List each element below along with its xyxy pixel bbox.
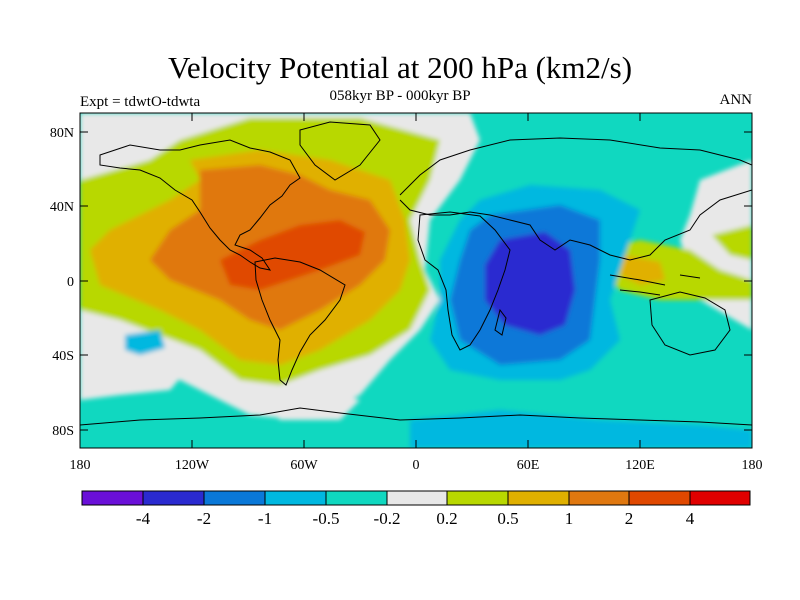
- field-pos-05-region-asia: [620, 255, 665, 285]
- y-tick-40n: 40N: [50, 200, 752, 215]
- y-tick-label: 40S: [52, 349, 74, 364]
- x-tick-120e: 120E: [625, 113, 655, 473]
- y-tick-label: 80N: [50, 126, 74, 141]
- y-tick-80n: 80N: [50, 126, 752, 141]
- coastline-madagascar: [494, 308, 507, 336]
- x-tick-60w: 60W: [290, 113, 318, 473]
- x-tick-label: 120E: [625, 458, 655, 473]
- coastline-south-america: [254, 257, 346, 386]
- colorbar-swatch-3: [265, 491, 326, 505]
- field-pos-2-region: [220, 220, 365, 290]
- y-tick-40s: 40S: [52, 349, 752, 364]
- x-tick-60e: 60E: [517, 113, 540, 473]
- field-pos-02-region-north-pacific: [712, 225, 752, 260]
- x-tick-label: 0: [413, 458, 420, 473]
- colorbar-label: 0.5: [497, 509, 518, 528]
- coastlines: [80, 121, 752, 426]
- x-tick-0: 0: [413, 113, 420, 473]
- colorbar-label: 2: [625, 509, 634, 528]
- y-tick-80s: 80S: [52, 424, 752, 439]
- x-tick-label: 60W: [290, 458, 318, 473]
- colorbar-swatch-7: [508, 491, 569, 505]
- y-tick-label: 0: [67, 275, 74, 290]
- colorbar-swatch-2: [204, 491, 265, 505]
- coastline-europe-asia: [399, 137, 752, 261]
- x-axis: 180 120W 60W 0 60E 120E 180: [70, 113, 763, 473]
- x-tick-label: 180: [742, 458, 763, 473]
- coastline-australia: [649, 291, 731, 356]
- chart-subtitle: 058kyr BP - 000kyr BP: [329, 88, 471, 104]
- colorbar-swatch-9: [629, 491, 690, 505]
- field-neg-05-region-sp: [125, 330, 165, 355]
- x-tick-label: 120W: [175, 458, 210, 473]
- field-neg-05-region-south: [410, 410, 752, 448]
- colorbar: -4 -2 -1 -0.5 -0.2 0.2 0.5 1 2 4: [81, 490, 751, 528]
- x-tick-120w: 120W: [175, 113, 210, 473]
- contour-field: [80, 113, 752, 448]
- field-pos-02-region-wpac: [600, 240, 752, 300]
- coastline-antarctica: [80, 407, 752, 426]
- y-tick-0: 0: [67, 275, 752, 290]
- x-tick-label: 180: [70, 458, 91, 473]
- colorbar-swatch-1: [143, 491, 204, 505]
- colorbar-label: 0.2: [436, 509, 457, 528]
- colorbar-swatch-0: [82, 491, 143, 505]
- colorbar-label: -0.5: [313, 509, 340, 528]
- coastline-indonesia: [609, 274, 701, 296]
- colorbar-swatch-5: [387, 491, 447, 505]
- coastline-north-america: [99, 139, 301, 271]
- field-neg-2-region: [485, 232, 575, 335]
- season-label: ANN: [719, 92, 753, 108]
- y-tick-label: 80S: [52, 424, 74, 439]
- colorbar-label: -1: [258, 509, 272, 528]
- coastline-greenland: [299, 121, 381, 181]
- colorbar-swatch-10: [690, 491, 750, 505]
- field-neutral-region-south-pacific: [80, 330, 200, 400]
- colorbar-label: -4: [136, 509, 151, 528]
- x-tick-label: 60E: [517, 458, 540, 473]
- y-axis: 80N 40N 0 40S 80S: [50, 126, 752, 439]
- colorbar-frame: [81, 490, 751, 506]
- colorbar-label: -0.2: [374, 509, 401, 528]
- colorbar-label: 1: [565, 509, 574, 528]
- colorbar-swatch-8: [569, 491, 629, 505]
- experiment-label: Expt = tdwtO-tdwta: [80, 94, 201, 110]
- x-tick-180e: 180: [742, 440, 763, 473]
- colorbar-swatch-4: [326, 491, 387, 505]
- coastline-africa: [417, 211, 511, 351]
- y-tick-label: 40N: [50, 200, 74, 215]
- colorbar-label: 4: [686, 509, 695, 528]
- colorbar-label: -2: [197, 509, 211, 528]
- x-tick-180w: 180: [70, 440, 91, 473]
- chart-title: Velocity Potential at 200 hPa (km2/s): [167, 50, 633, 85]
- colorbar-swatch-6: [447, 491, 508, 505]
